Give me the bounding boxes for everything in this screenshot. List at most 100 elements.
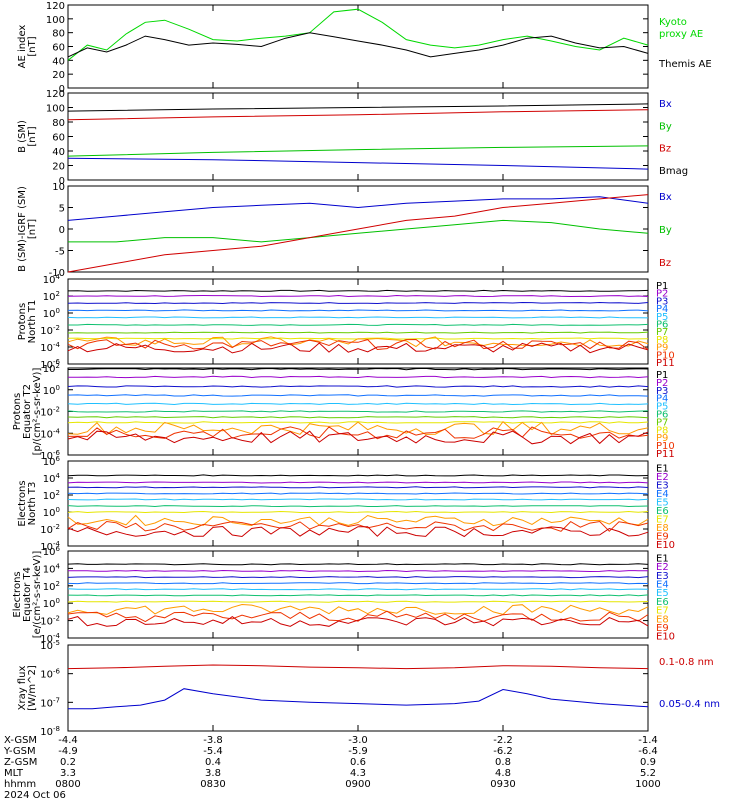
legend-entry: Bmag [659,166,688,177]
series-line-by [67,145,649,157]
series-line-bx [67,157,649,170]
legend-entry: P2 [656,378,668,389]
legend-entry: E1 [656,553,669,564]
y-tick-label: 60 [52,133,65,144]
y-tick-label: 80 [52,118,65,129]
x-axis-value: -3.0 [348,735,368,746]
series-line-e8 [67,603,649,615]
series-line-bmag [67,103,649,112]
y-axis-title: [nT] [27,219,38,239]
x-axis-table: X-GSM -4.4 -3.8 -3.0 -2.2 -1.4 Y-GSM -4.9 -5.4 -5… [3,735,661,800]
y-axis-title: [e/(cm²-s-sr-keV)] [32,551,43,639]
legend-entry: P4 [656,394,668,405]
series-line-e8 [67,514,649,527]
legend-entry: P3 [656,296,668,307]
x-axis-value: 0830 [200,779,225,790]
y-axis-title: Electrons [12,571,23,617]
y-tick-label: 0 [59,176,65,187]
x-axis-value: -5.4 [203,746,223,757]
series-line-p11 [67,430,649,445]
x-axis-value: 4.3 [350,768,366,779]
x-axis-value: 4.8 [495,768,511,779]
legend-entry: Bx [659,192,672,203]
series-line-e3 [67,576,649,579]
legend-entry: E4 [656,579,669,590]
legend-entry: E7 [656,606,669,617]
y-axis-title: AE index [17,25,28,69]
x-axis-value: 1000 [635,779,660,790]
series-line-bx [67,196,649,221]
x-axis-value: 0930 [490,779,515,790]
legend-entry: P5 [656,312,668,323]
legend-entry: P8 [656,335,668,346]
series-line-p3 [67,301,649,305]
x-axis-value: -5.9 [348,746,368,757]
legend-entry: E2 [656,472,669,483]
y-tick-label: 40 [52,147,65,158]
series-line-p2 [68,375,649,379]
x-axis-value: 0900 [345,779,370,790]
series-line-p7 [67,416,649,419]
x-axis-value: -4.4 [58,735,78,746]
y-axis-title: North T3 [27,482,38,526]
y-axis-title: [nT] [27,36,38,56]
series-line-e1 [67,563,649,566]
legend-entry: Bz [659,144,671,155]
date-label: 2024 Oct 06 [4,790,66,800]
y-tick-label: 5 [59,204,65,215]
series-line-e9 [67,610,649,623]
series-line-p1 [67,289,649,292]
y-tick-label: 10-2 [40,615,60,628]
series-line-e7 [67,510,649,514]
series-line-e9 [67,520,649,532]
legend-entry: E1 [656,463,669,474]
series-line-e10 [67,615,649,627]
x-axis-value: 0.9 [640,757,656,768]
y-tick-label: 120 [46,89,65,100]
series-line-e6 [67,505,649,508]
legend-entry: E7 [656,514,669,525]
legend-entry: 0.1-0.8 nm [659,657,714,668]
legend-entry: E10 [656,540,675,551]
series-line-e7 [67,600,649,603]
plot-frame [67,460,649,547]
series-line-e5 [67,498,649,501]
legend-entry: E8 [656,523,669,534]
y-axis-title: North T1 [27,300,38,344]
y-tick-label: 104 [43,273,61,286]
y-tick-label: 102 [43,290,60,303]
y-tick-label: 100 [43,506,60,519]
y-tick-label: 104 [43,472,61,485]
legend-entry: E9 [656,623,669,634]
y-tick-label: 10-6 [40,668,60,681]
y-tick-label: 10-7 [40,696,60,709]
y-axis-title: Xray flux [17,666,28,711]
series-line-e1 [67,474,649,477]
x-axis-row-label: X-GSM [4,735,37,746]
series-line-p3 [67,385,649,388]
series-line-p10 [67,338,649,351]
legend-entry: P11 [656,449,675,460]
y-axis-title: B (SM)-IGRF (SM) [17,186,28,272]
y-axis-title: Protons [17,303,28,340]
legend-entry: By [659,225,672,236]
y-tick-label: 106 [43,545,61,558]
legend-entry: P2 [656,289,668,300]
series-line-p4 [67,309,649,312]
y-tick-label: 100 [43,384,60,397]
series-line-e2 [67,481,649,484]
legend-entry: E4 [656,489,669,500]
series-line-p5 [67,316,649,319]
panel-1: 0 20 40 60 80 100 120 AE index [nT] Kyoto proxy AE… [17,1,712,95]
panel-8: 10-8 10-7 10-6 10-5 Xray flux [W/m^2] 0.1-0.8 … [17,639,720,738]
legend-entry: P10 [656,441,675,452]
series-line-themis-ae [67,32,649,58]
x-axis-value: 0.6 [350,757,366,768]
y-tick-label: 10-4 [40,427,60,440]
legend-entry: P7 [656,327,668,338]
y-tick-label: 10-2 [40,324,60,337]
legend-entry: P9 [656,433,668,444]
y-axis-title: Protons [12,393,23,430]
series-line-p10 [67,426,649,440]
